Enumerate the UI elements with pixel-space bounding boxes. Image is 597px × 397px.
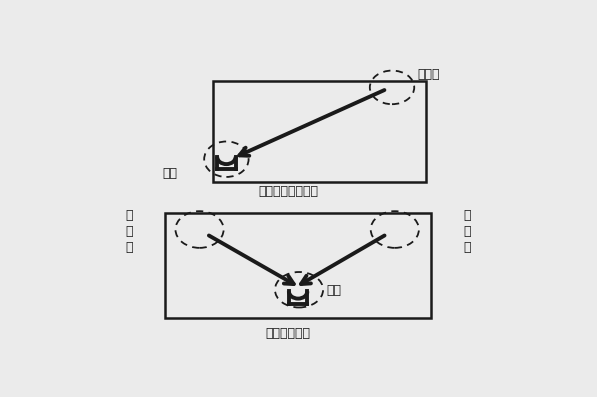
- Text: 明财位: 明财位: [417, 68, 439, 81]
- Text: 明
财
位: 明 财 位: [125, 208, 133, 254]
- Text: 明
财
位: 明 财 位: [463, 208, 470, 254]
- Bar: [165, 213, 431, 318]
- Text: 动位: 动位: [162, 167, 177, 180]
- Bar: [214, 81, 426, 182]
- Text: 户门在房间一角时: 户门在房间一角时: [259, 185, 318, 198]
- Text: 动位: 动位: [327, 284, 342, 297]
- Text: 户门在中间时: 户门在中间时: [265, 327, 310, 340]
